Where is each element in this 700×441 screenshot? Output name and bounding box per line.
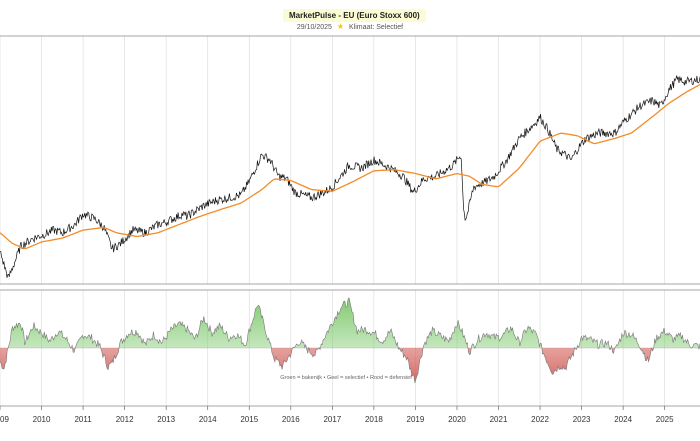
indicator-positive-area xyxy=(0,297,700,348)
indicator-negative-area xyxy=(0,348,700,383)
x-tick-label: 2020 xyxy=(448,415,466,424)
x-tick-label: 2023 xyxy=(573,415,591,424)
climate-label: Klimaat: Selectief xyxy=(349,24,404,31)
x-tick-label: 2021 xyxy=(490,415,508,424)
x-tick-label: 2025 xyxy=(656,415,674,424)
x-tick-label: 2013 xyxy=(157,415,175,424)
x-tick-label: 2017 xyxy=(323,415,341,424)
chart-header: MarketPulse - EU (Euro Stoxx 600) 29/10/… xyxy=(0,0,700,36)
panel-frames xyxy=(0,35,700,407)
x-tick-label: 2022 xyxy=(531,415,549,424)
indicator-line xyxy=(0,296,700,383)
date-label: 29/10/2025 xyxy=(296,24,332,31)
x-tick-label: 2019 xyxy=(407,415,425,424)
indicator-area xyxy=(0,296,700,383)
x-tick-label: 2015 xyxy=(240,415,258,424)
x-tick-label: 2024 xyxy=(614,415,632,424)
x-axis: 2009 2010 2011 2012 2013 2014 2015 2016 2017 2018… xyxy=(0,406,674,424)
moving-average-line xyxy=(0,83,700,250)
star-icon: ★ xyxy=(336,22,345,31)
x-tick-label: 2012 xyxy=(116,415,134,424)
price-line xyxy=(0,75,700,278)
x-tick-label: 2018 xyxy=(365,415,383,424)
x-tick-label: 2016 xyxy=(282,415,300,424)
x-tick-label: 2010 xyxy=(33,415,51,424)
x-tick-label: 2014 xyxy=(199,415,217,424)
x-tick-label: 2011 xyxy=(74,415,92,424)
x-tick-label: 2009 xyxy=(0,415,9,424)
price-grid xyxy=(0,36,666,284)
chart-subtitle: 29/10/2025 ★ Klimaat: Selectief xyxy=(0,22,700,33)
indicator-legend: Groen = bakenijk • Geel = selectief • Ro… xyxy=(280,375,412,381)
price-lines xyxy=(0,75,700,278)
chart-title: MarketPulse - EU (Euro Stoxx 600) xyxy=(283,9,426,22)
